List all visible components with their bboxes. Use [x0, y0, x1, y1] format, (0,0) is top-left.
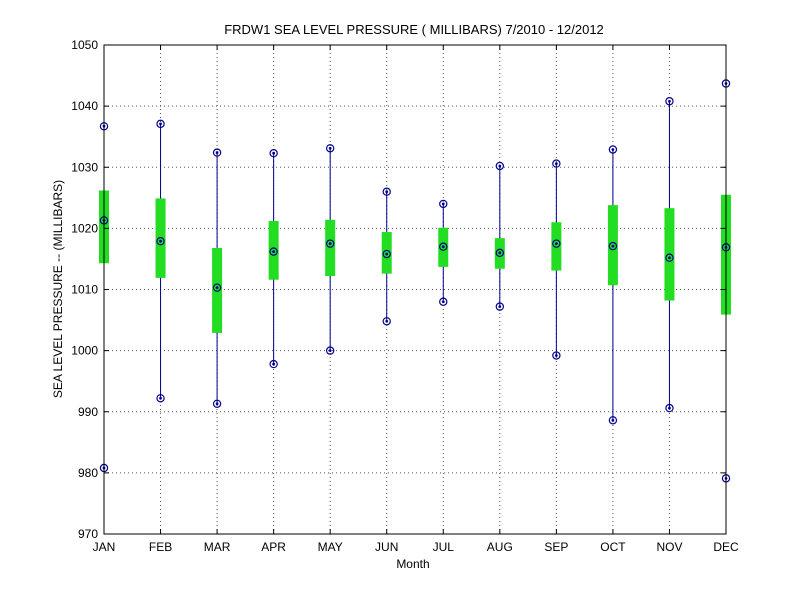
chart-title: FRDW1 SEA LEVEL PRESSURE ( MILLIBARS) 7/… — [224, 22, 604, 37]
x-ticks: JAN FEB MAR APR MAY JUN JUL AUG SEP OCT NOV DEC — [93, 45, 739, 554]
y-tick-label: 1040 — [71, 99, 98, 113]
y-tick-label: 1030 — [71, 160, 98, 174]
min-marker-nov — [665, 403, 674, 413]
x-tick-label: NOV — [656, 540, 682, 554]
box-may — [325, 219, 336, 277]
max-dot-aug — [498, 164, 502, 168]
median-marker-apr — [269, 247, 278, 256]
max-marker-mar — [212, 148, 222, 157]
box-mar — [212, 247, 223, 333]
x-tick-label: DEC — [713, 540, 739, 554]
x-tick-label: JUN — [375, 540, 398, 554]
y-tick-label: 1000 — [71, 344, 98, 358]
median-marker-feb — [156, 237, 165, 246]
x-tick-label: OCT — [600, 540, 626, 554]
x-tick-label: JAN — [93, 540, 116, 554]
min-dot-sep — [554, 354, 558, 357]
min-marker-mar — [212, 399, 222, 409]
median-dot-mar — [215, 286, 219, 290]
median-marker-may — [325, 239, 335, 248]
x-tick-label: AUG — [487, 540, 513, 554]
median-dot-apr — [272, 250, 276, 254]
min-dot-apr — [272, 362, 276, 366]
max-dot-apr — [272, 151, 276, 155]
marks — [99, 79, 731, 483]
min-marker-may — [325, 346, 335, 355]
median-marker-mar — [212, 283, 222, 292]
median-dot-nov — [668, 256, 671, 260]
max-marker-may — [325, 144, 335, 153]
min-dot-may — [328, 349, 332, 353]
median-dot-sep — [554, 242, 558, 246]
x-tick-label: APR — [261, 540, 286, 554]
x-tick-label: MAY — [318, 540, 343, 554]
min-dot-jun — [385, 319, 389, 323]
y-tick-label: 1020 — [71, 221, 98, 235]
max-dot-jul — [441, 202, 445, 206]
max-marker-aug — [495, 161, 505, 171]
y-tick-label: 980 — [78, 466, 98, 480]
max-dot-may — [328, 146, 332, 150]
median-marker-oct — [608, 241, 618, 251]
min-marker-sep — [552, 351, 561, 360]
box-sep — [551, 222, 562, 271]
x-tick-label: MAR — [204, 540, 231, 554]
max-marker-apr — [269, 148, 278, 158]
min-dot-mar — [215, 402, 219, 406]
min-dot-oct — [611, 418, 615, 422]
max-marker-nov — [665, 97, 674, 106]
min-marker-aug — [495, 302, 505, 311]
max-dot-mar — [215, 151, 219, 154]
max-dot-sep — [554, 162, 558, 165]
max-dot-nov — [668, 99, 671, 103]
min-marker-apr — [269, 359, 278, 369]
min-marker-oct — [608, 416, 618, 425]
max-marker-sep — [552, 159, 561, 168]
y-tick-label: 990 — [78, 405, 98, 419]
min-marker-jul — [439, 297, 448, 306]
median-marker-jul — [439, 242, 448, 251]
max-marker-feb — [156, 119, 165, 129]
max-marker-jul — [439, 199, 448, 209]
min-dot-feb — [159, 396, 162, 400]
y-axis-label: SEA LEVEL PRESSURE -- (MILLIBARS) — [51, 180, 65, 398]
median-marker-aug — [495, 248, 505, 258]
x-tick-label: FEB — [149, 540, 172, 554]
x-axis-label: Month — [396, 557, 429, 571]
median-dot-aug — [498, 251, 502, 255]
min-marker-feb — [156, 394, 165, 403]
median-dot-may — [328, 242, 332, 246]
median-marker-sep — [552, 239, 561, 248]
max-dot-jun — [385, 190, 389, 194]
median-dot-jul — [441, 245, 445, 249]
median-dot-jun — [385, 252, 389, 256]
max-dot-oct — [611, 148, 615, 151]
min-dot-nov — [668, 406, 671, 410]
min-dot-aug — [498, 305, 502, 309]
max-marker-jun — [382, 187, 391, 196]
max-dot-feb — [159, 122, 162, 126]
x-tick-label: JUL — [433, 540, 455, 554]
y-tick-label: 970 — [78, 527, 98, 541]
max-marker-oct — [608, 145, 618, 154]
min-dot-jul — [441, 300, 445, 304]
y-ticks: 970 980 990 1000 1010 1020 1030 1040 1050 — [71, 38, 726, 541]
median-marker-nov — [665, 253, 674, 262]
median-dot-feb — [159, 239, 162, 243]
y-tick-label: 1010 — [71, 283, 98, 297]
median-dot-oct — [611, 244, 615, 248]
x-tick-label: SEP — [544, 540, 568, 554]
min-marker-jun — [382, 317, 391, 326]
median-marker-jun — [382, 249, 391, 259]
y-tick-label: 1050 — [71, 38, 98, 52]
grid — [104, 45, 726, 534]
